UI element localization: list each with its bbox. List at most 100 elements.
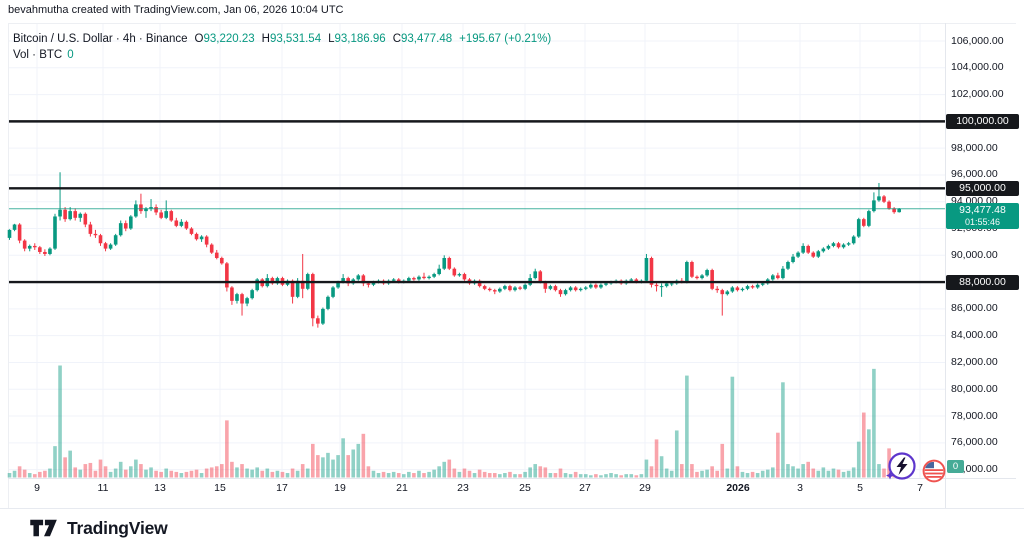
volume-bar (139, 464, 143, 478)
volume-bar (558, 468, 563, 478)
candle-body (311, 274, 315, 319)
volume-bar (68, 450, 72, 478)
attribution-text: bevahmutha created with TradingView.com,… (8, 4, 344, 16)
volume-bar (573, 471, 578, 478)
candle-body (235, 294, 239, 301)
candle-body (634, 279, 639, 283)
candle-body (68, 211, 72, 220)
volume-axis-badge: 0 (947, 460, 964, 473)
volume-bar (745, 473, 750, 478)
volume-bar (396, 473, 401, 478)
time-axis-label: 17 (276, 482, 288, 494)
symbol-title[interactable]: Bitcoin / U.S. Dollar · 4h · Binance (13, 33, 188, 45)
candle-body (503, 286, 507, 289)
candle-body (366, 283, 371, 285)
volume-bar (53, 446, 57, 478)
volume-bar (225, 420, 229, 478)
candle-body (98, 235, 103, 244)
candle-body (730, 287, 735, 292)
volume-bar (503, 473, 507, 478)
volume-bar (846, 470, 851, 478)
volume-bar (508, 471, 512, 478)
volume-bar (796, 468, 800, 478)
candle-body (659, 286, 664, 288)
volume-bar (553, 473, 558, 478)
volume-bar (407, 471, 411, 478)
volume-bar (786, 464, 790, 478)
candle-body (690, 262, 694, 277)
price-axis-label: 106,000.00 (951, 34, 1004, 47)
candle-body (341, 278, 345, 283)
candle-body (760, 283, 765, 285)
volume-bar (831, 468, 836, 478)
footer-bar: TradingView (0, 508, 1024, 546)
candle-body (816, 251, 821, 257)
volume-bar (735, 466, 740, 478)
ohlc-values: O93,220.23 H93,531.54 L93,186.96 C93,477.48 (188, 33, 453, 45)
candle-body (604, 283, 608, 285)
volume-bar (619, 475, 623, 478)
candle-body (856, 219, 861, 237)
candle-body (230, 287, 234, 301)
volume-value: 0 (67, 49, 74, 61)
time-axis-label: 23 (457, 482, 469, 494)
volume-bar (538, 466, 543, 478)
candle-body (346, 278, 350, 284)
volume-bar (361, 433, 366, 478)
volume-bar (230, 461, 234, 478)
volume-bar (841, 471, 846, 478)
volume-bar (664, 468, 669, 478)
volume-label: Vol · BTC (13, 49, 63, 61)
volume-bar (523, 471, 527, 478)
candle-body (811, 252, 816, 257)
volume-bar (88, 462, 93, 478)
volume-bar (750, 471, 755, 478)
candle-body (786, 262, 790, 269)
panel-left-border (8, 23, 9, 508)
volume-bar (477, 469, 482, 478)
candle-body (872, 200, 876, 212)
candle-body (573, 287, 578, 291)
ohlc-key: O (194, 33, 204, 45)
candle-body (326, 296, 330, 309)
volume-bar (38, 471, 42, 478)
ohlc-value: 93,477.48 (401, 33, 453, 45)
candle-body (78, 213, 83, 218)
time-axis-label: 29 (639, 482, 651, 494)
price-axis-separator (945, 23, 946, 508)
candle-body (720, 290, 725, 295)
candle-body (715, 288, 719, 291)
candle-body (371, 282, 376, 285)
candle-body (543, 282, 548, 289)
volume-bar (235, 467, 239, 478)
ohlc-value: 93,531.54 (269, 33, 322, 45)
volume-bar (245, 468, 249, 478)
volume-bar (93, 470, 98, 478)
price-axis-label: 82,000.00 (951, 355, 998, 368)
flash-event-icon[interactable] (883, 449, 919, 485)
volume-bar (437, 466, 441, 478)
candle-body (841, 244, 846, 248)
candle-body (695, 276, 699, 279)
volume-bar (771, 467, 775, 478)
candle-body (492, 290, 497, 292)
candle-body (482, 286, 487, 289)
volume-bar (351, 449, 356, 478)
candle-body (38, 247, 42, 252)
candle-body (705, 270, 709, 276)
volume-bar (371, 470, 376, 478)
candle-body (391, 279, 396, 281)
volume-bar (432, 469, 436, 478)
volume-bar (589, 475, 593, 478)
candle-body (664, 283, 669, 287)
volume-bar (821, 467, 826, 478)
candle-body (214, 252, 219, 258)
flag-event-icon[interactable] (921, 458, 947, 484)
candle-body (12, 224, 17, 230)
candle-body (791, 256, 795, 263)
candle-body (836, 243, 841, 248)
tradingview-logo[interactable]: TradingView (28, 517, 168, 539)
candle-body (93, 233, 98, 236)
candle-body (255, 279, 259, 291)
